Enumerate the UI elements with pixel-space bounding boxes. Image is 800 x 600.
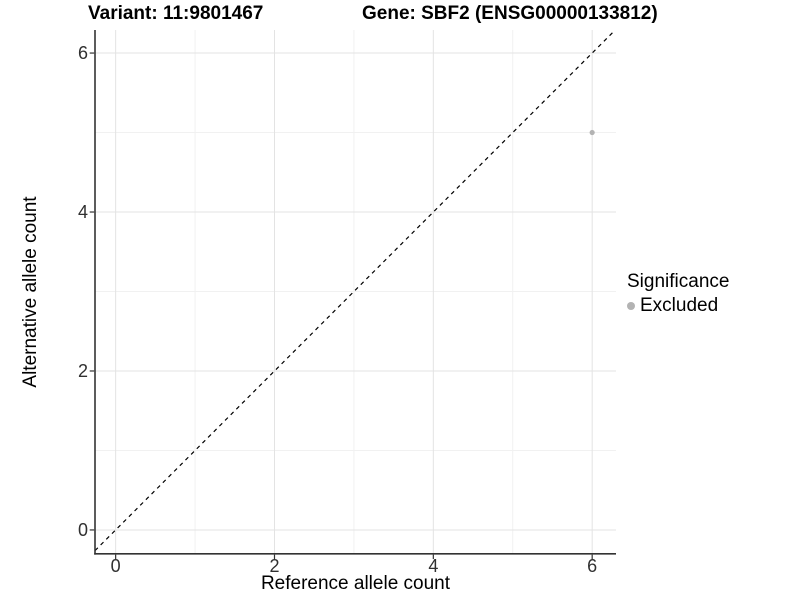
y-tick-label: 2 — [77, 360, 88, 381]
y-tick-label: 0 — [77, 519, 88, 540]
y-axis-label: Alternative allele count — [20, 196, 41, 388]
legend-items: Excluded — [627, 295, 729, 317]
plot-title-variant: Variant: 11:9801467 — [88, 3, 264, 24]
data-point — [589, 129, 595, 136]
x-axis-label: Reference allele count — [260, 573, 451, 594]
legend-item: Excluded — [627, 295, 729, 317]
y-tick-label: 6 — [77, 43, 88, 64]
legend-title: Significance — [627, 271, 730, 292]
legend-item-label: Excluded — [640, 295, 719, 316]
identity-line — [94, 29, 616, 552]
legend: Significance Excluded — [627, 271, 729, 317]
x-tick-label: 6 — [587, 556, 598, 576]
x-tick-label: 4 — [428, 556, 439, 576]
legend-key-dot — [627, 302, 635, 310]
plot-title-gene: Gene: SBF2 (ENSG00000133812) — [362, 3, 658, 24]
y-tick-label: 4 — [77, 202, 88, 223]
x-tick-label: 0 — [110, 556, 121, 576]
x-tick-label: 2 — [269, 556, 280, 576]
